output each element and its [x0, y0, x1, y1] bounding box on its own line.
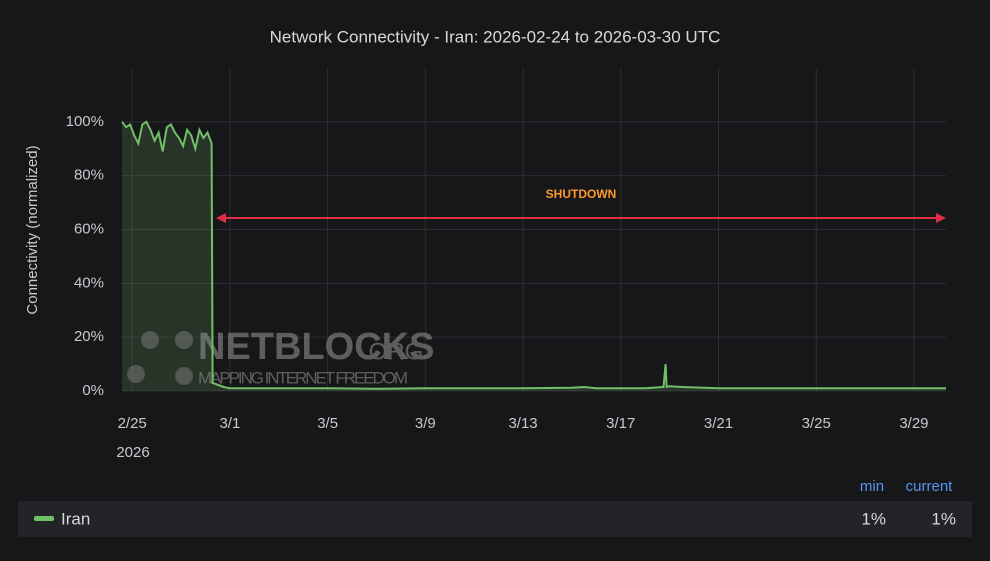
y-axis-label: Connectivity (normalized): [24, 145, 41, 314]
watermark-icon: [175, 367, 193, 385]
x-tick-label: 3/9: [415, 415, 436, 432]
annotation-label: SHUTDOWN: [546, 187, 617, 201]
y-tick-label: 0%: [82, 382, 104, 399]
legend-swatch: [34, 516, 54, 521]
watermark-icon: [141, 331, 159, 349]
shutdown-annotation: SHUTDOWN: [216, 187, 946, 223]
legend-label[interactable]: Iran: [61, 509, 90, 528]
y-tick-label: 100%: [66, 113, 104, 130]
legend-header[interactable]: min: [860, 478, 884, 495]
series-area: [122, 121, 946, 392]
watermark-icon: [175, 331, 193, 349]
x-axis-year: 2026: [116, 444, 149, 461]
y-tick-label: 40%: [74, 274, 104, 291]
x-tick-label: 3/13: [508, 415, 537, 432]
watermark-icon: [127, 365, 145, 383]
watermark-title: NETBLOCKS: [198, 326, 434, 368]
arrow-head: [936, 213, 946, 223]
legend-stat: 1%: [861, 509, 886, 528]
watermark: NETBLOCKS .ORG MAPPING INTERNET FREEDOM: [127, 326, 434, 387]
x-tick-label: 3/17: [606, 415, 635, 432]
x-tick-label: 3/21: [704, 415, 733, 432]
watermark-suffix: .ORG: [362, 338, 423, 365]
x-tick-label: 3/25: [802, 415, 831, 432]
watermark-tagline: MAPPING INTERNET FREEDOM: [198, 368, 408, 387]
x-tick-label: 3/1: [219, 415, 240, 432]
chart-title: Network Connectivity - Iran: 2026-02-24 …: [270, 27, 721, 46]
x-tick-label: 3/29: [899, 415, 928, 432]
y-tick-label: 80%: [74, 167, 104, 184]
x-tick-label: 2/25: [118, 415, 147, 432]
y-tick-label: 20%: [74, 328, 104, 345]
arrow-head: [216, 213, 226, 223]
series-line: [121, 120, 946, 390]
y-tick-label: 60%: [74, 220, 104, 237]
legend-row[interactable]: [18, 501, 972, 537]
legend-stat: 1%: [931, 509, 956, 528]
x-tick-label: 3/5: [317, 415, 338, 432]
legend-header[interactable]: current: [906, 478, 954, 495]
